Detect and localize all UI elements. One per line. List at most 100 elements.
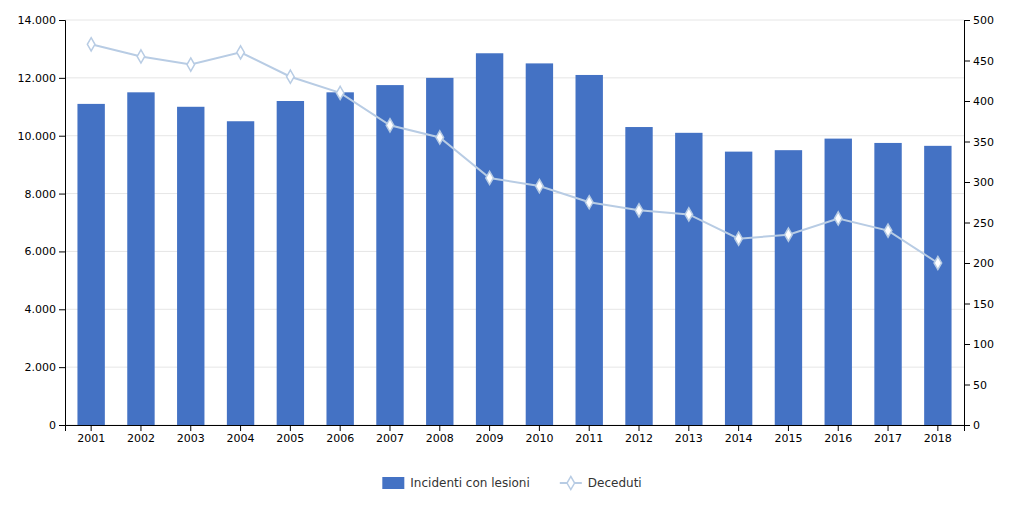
grid bbox=[65, 20, 964, 425]
tick: 6.000 bbox=[25, 245, 66, 258]
tick-label: 2015 bbox=[774, 432, 802, 445]
tick-mark bbox=[788, 425, 789, 431]
tick-mark bbox=[964, 304, 970, 305]
tick-label: 10.000 bbox=[18, 130, 57, 143]
tick: 100 bbox=[964, 338, 994, 351]
bar-series bbox=[77, 53, 951, 425]
marker bbox=[834, 212, 842, 225]
tick: 2009 bbox=[476, 425, 504, 445]
tick-mark bbox=[639, 425, 640, 431]
tick-label: 200 bbox=[973, 257, 994, 270]
tick-label: 350 bbox=[973, 136, 994, 149]
grid-line bbox=[65, 20, 964, 21]
tick-mark bbox=[589, 425, 590, 431]
tick-label: 50 bbox=[973, 379, 987, 392]
marker bbox=[386, 119, 394, 132]
bar bbox=[725, 152, 752, 425]
bar bbox=[426, 78, 453, 425]
legend-item: Deceduti bbox=[560, 476, 642, 490]
legend-marker bbox=[567, 476, 575, 489]
axis-domain bbox=[965, 21, 971, 426]
tick-label: 2.000 bbox=[25, 361, 57, 374]
bar bbox=[326, 92, 353, 425]
tick-label: 2004 bbox=[227, 432, 255, 445]
tick-label: 2001 bbox=[77, 432, 105, 445]
tick-mark bbox=[738, 425, 739, 431]
tick: 2002 bbox=[127, 425, 155, 445]
tick-label: 12.000 bbox=[18, 72, 57, 85]
bar bbox=[476, 53, 503, 425]
tick: 200 bbox=[964, 257, 994, 270]
legend-label: Incidenti con lesioni bbox=[410, 476, 529, 490]
tick-mark bbox=[59, 20, 65, 21]
tick-mark bbox=[964, 20, 970, 21]
marker bbox=[536, 179, 544, 192]
tick: 2012 bbox=[625, 425, 653, 445]
tick: 500 bbox=[964, 14, 994, 27]
tick: 2015 bbox=[774, 425, 802, 445]
marker bbox=[237, 46, 245, 59]
tick: 2005 bbox=[276, 425, 304, 445]
bar bbox=[576, 75, 603, 425]
tick: 2017 bbox=[874, 425, 902, 445]
tick-mark bbox=[59, 309, 65, 310]
marker bbox=[137, 50, 145, 63]
tick: 2003 bbox=[177, 425, 205, 445]
tick-label: 2002 bbox=[127, 432, 155, 445]
tick: 50 bbox=[964, 379, 987, 392]
marker bbox=[785, 228, 793, 241]
tick: 2010 bbox=[525, 425, 553, 445]
tick-mark bbox=[888, 425, 889, 431]
tick: 2014 bbox=[725, 425, 753, 445]
tick-mark bbox=[838, 425, 839, 431]
tick-mark bbox=[91, 425, 92, 431]
tick-label: 2012 bbox=[625, 432, 653, 445]
tick-label: 2014 bbox=[725, 432, 753, 445]
marker bbox=[635, 204, 643, 217]
axis-domain bbox=[59, 21, 66, 426]
legend-label: Deceduti bbox=[588, 476, 642, 490]
tick-mark bbox=[688, 425, 689, 431]
tick: 450 bbox=[964, 55, 994, 68]
tick: 0 bbox=[49, 419, 65, 432]
tick-mark bbox=[937, 425, 938, 431]
tick-label: 14.000 bbox=[18, 14, 57, 27]
legend-item: Incidenti con lesioni bbox=[382, 476, 529, 490]
bar bbox=[874, 143, 901, 425]
marker bbox=[685, 208, 693, 221]
tick-label: 300 bbox=[973, 176, 994, 189]
tick-mark bbox=[964, 425, 970, 426]
bar bbox=[277, 101, 304, 425]
axis: 2001200220032004200520062007200820092010… bbox=[66, 425, 965, 445]
tick-mark bbox=[964, 182, 970, 183]
bar bbox=[625, 127, 652, 425]
tick-label: 2007 bbox=[376, 432, 404, 445]
marker bbox=[486, 171, 494, 184]
marker bbox=[884, 224, 892, 237]
tick: 250 bbox=[964, 217, 994, 230]
bar bbox=[825, 139, 852, 425]
tick-mark bbox=[59, 78, 65, 79]
tick: 2004 bbox=[227, 425, 255, 445]
tick-mark bbox=[964, 61, 970, 62]
tick: 2007 bbox=[376, 425, 404, 445]
bar bbox=[127, 92, 154, 425]
tick: 12.000 bbox=[18, 72, 66, 85]
bar bbox=[675, 133, 702, 425]
bar bbox=[177, 107, 204, 425]
tick: 8.000 bbox=[25, 188, 66, 201]
tick-label: 0 bbox=[973, 419, 980, 432]
tick-label: 250 bbox=[973, 217, 994, 230]
tick: 2001 bbox=[77, 425, 105, 445]
tick-mark bbox=[59, 194, 65, 195]
tick-mark bbox=[240, 425, 241, 431]
chart: 2001200220032004200520062007200820092010… bbox=[0, 0, 1024, 505]
tick-label: 2011 bbox=[575, 432, 603, 445]
tick: 2008 bbox=[426, 425, 454, 445]
tick-label: 400 bbox=[973, 95, 994, 108]
tick-mark bbox=[59, 136, 65, 137]
tick-label: 2008 bbox=[426, 432, 454, 445]
bar bbox=[227, 121, 254, 425]
marker bbox=[934, 256, 942, 269]
legend: Incidenti con lesioni Deceduti bbox=[382, 476, 641, 490]
